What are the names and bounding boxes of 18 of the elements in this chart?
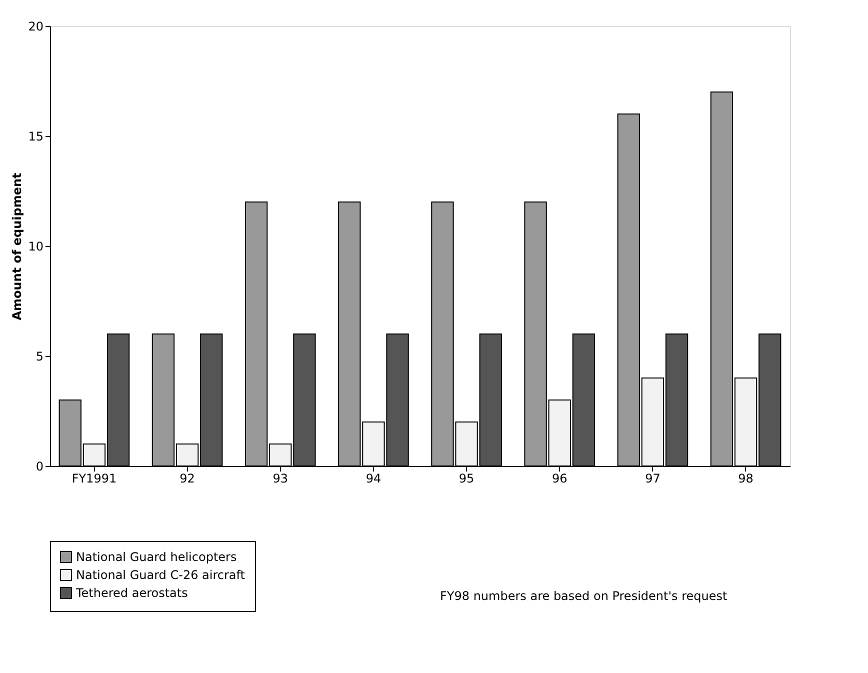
x-tick-label: FY1991 <box>72 472 117 486</box>
legend-label: National Guard helicopters <box>76 550 237 564</box>
y-tick-label: 5 <box>36 350 44 364</box>
x-tick-label: 96 <box>552 472 568 486</box>
legend-label: National Guard C-26 aircraft <box>76 568 246 582</box>
legend-label: Tethered aerostats <box>75 586 188 600</box>
y-tick-label: 10 <box>28 240 44 254</box>
y-axis-title: Amount of equipment <box>10 172 24 320</box>
x-tick-label: 92 <box>180 472 195 486</box>
x-tick-label: 95 <box>458 472 474 486</box>
x-tick-label: 93 <box>272 472 288 486</box>
y-tick-label: 20 <box>28 20 44 34</box>
y-tick-label: 0 <box>36 460 44 474</box>
y-tick-label: 15 <box>28 130 44 144</box>
text: FY98 numbers are based on President's request <box>440 589 728 603</box>
x-tick-label: 94 <box>366 472 382 486</box>
x-tick-label: 98 <box>738 472 754 486</box>
x-tick-label: 97 <box>645 472 660 486</box>
